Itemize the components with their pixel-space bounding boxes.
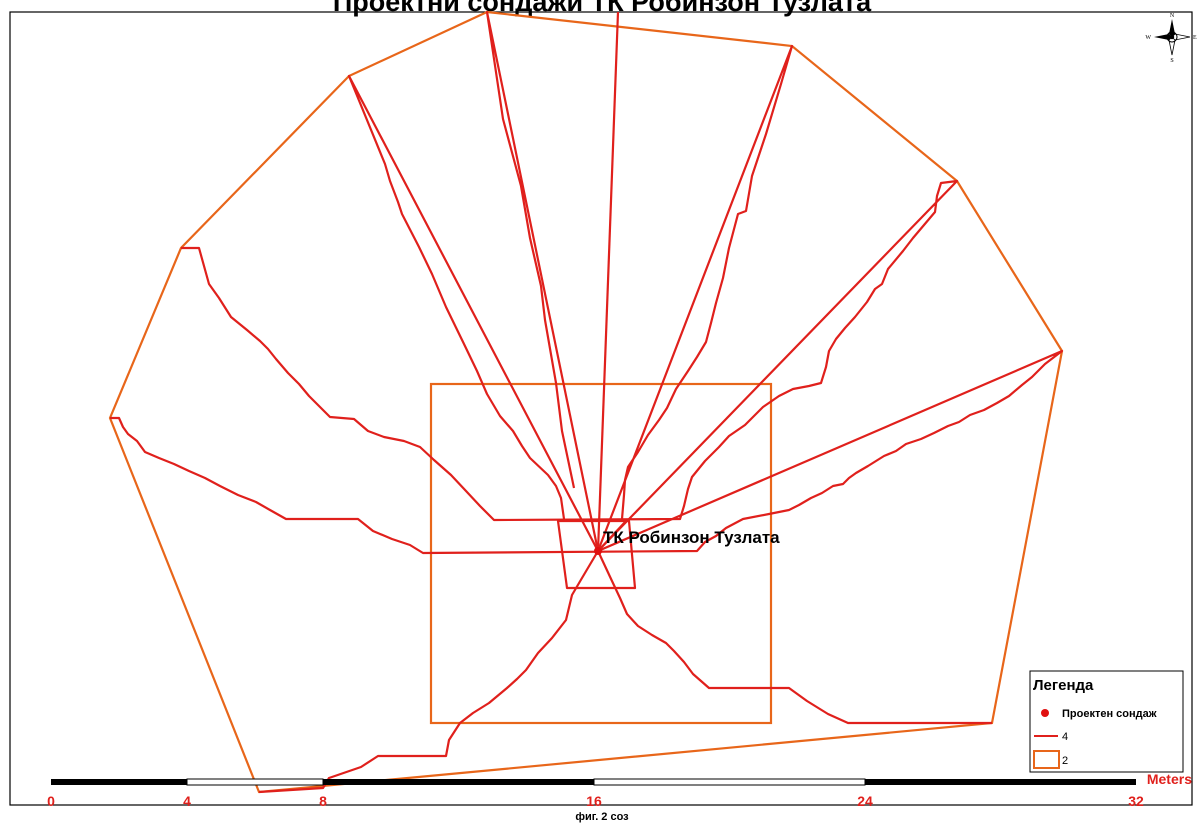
scale-unit-label: Meters xyxy=(1147,771,1192,787)
map-frame xyxy=(9,11,1193,806)
scale-tick-label: 4 xyxy=(183,793,191,809)
project-drill-point[interactable] xyxy=(594,547,602,555)
legend-item-label: 4 xyxy=(1062,731,1068,743)
scale-tick-label: 32 xyxy=(1128,793,1144,809)
scale-bar: 0 4 8 16 24 32 Meters xyxy=(47,771,1192,809)
central-trapezoid xyxy=(556,519,637,590)
scale-tick-label: 0 xyxy=(47,793,55,809)
legend-item-label: Проектен сондаж xyxy=(1062,708,1157,720)
drill-line xyxy=(597,520,627,552)
orange-box-icon xyxy=(1033,750,1060,769)
outer-boundary xyxy=(108,10,1064,794)
legend-item-label: 2 xyxy=(1062,755,1068,767)
site-label: ТК Робинзон Тузлата xyxy=(603,528,780,547)
scale-tick-label: 8 xyxy=(319,793,327,809)
drill-line xyxy=(596,11,620,552)
figure-caption: фиг. 2 соз xyxy=(575,811,629,823)
scale-tick-label: 24 xyxy=(857,793,873,809)
drill-line xyxy=(181,179,959,552)
drill-line xyxy=(596,44,794,552)
legend-title: Легенда xyxy=(1033,677,1094,694)
drill-lines xyxy=(110,10,1064,794)
compass-letter-s: S xyxy=(1170,58,1173,64)
drill-line xyxy=(110,349,1064,555)
compass-letter-w: W xyxy=(1145,35,1151,41)
compass-letter-n: N xyxy=(1170,13,1175,19)
drill-line xyxy=(597,550,992,725)
red-dot-icon xyxy=(1041,709,1049,717)
north-arrow-icon: N S E W xyxy=(1145,13,1197,64)
compass-letter-e: E xyxy=(1193,35,1197,41)
drill-line xyxy=(485,10,600,552)
drill-line xyxy=(347,74,599,552)
scale-tick-label: 16 xyxy=(586,793,602,809)
map-title: Проектни сондажи ТК Робинзон Тузлата xyxy=(333,0,872,17)
drill-line xyxy=(258,550,599,794)
legend: Легенда Проектен сондаж 4 2 xyxy=(1029,670,1184,773)
